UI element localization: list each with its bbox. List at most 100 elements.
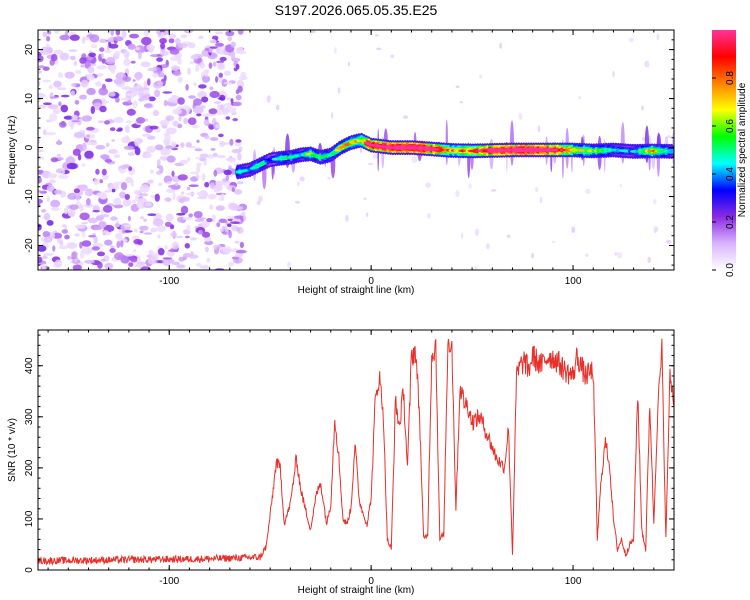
noise-blob xyxy=(166,188,176,193)
noise-blob xyxy=(204,135,210,140)
noise-blob xyxy=(193,82,197,86)
noise-blob xyxy=(139,193,149,197)
heatmap-y-tick-label: -10 xyxy=(24,189,35,204)
noise-blob xyxy=(100,258,106,262)
noise-blob xyxy=(240,71,247,78)
noise-blob xyxy=(231,224,239,232)
noise-blob xyxy=(363,197,367,200)
noise-blob xyxy=(119,191,127,199)
noise-blob xyxy=(187,117,197,125)
noise-blob xyxy=(183,117,189,125)
noise-blob xyxy=(123,224,131,228)
noise-blob xyxy=(86,126,95,131)
noise-blob xyxy=(87,217,98,224)
noise-blob xyxy=(531,252,534,259)
noise-blob xyxy=(105,78,113,82)
noise-blob xyxy=(191,125,199,129)
noise-blob xyxy=(134,194,139,202)
noise-blob xyxy=(490,189,497,192)
noise-blob xyxy=(140,61,151,68)
noise-blob xyxy=(218,218,228,223)
noise-blob xyxy=(63,115,74,120)
noise-blob xyxy=(87,66,95,74)
noise-blob xyxy=(199,265,211,269)
noise-blob xyxy=(104,159,113,163)
noise-blob xyxy=(46,195,50,203)
ridge-layers xyxy=(235,132,674,180)
noise-blob xyxy=(208,62,213,69)
noise-blob xyxy=(38,92,46,99)
noise-blob xyxy=(197,230,204,235)
noise-blob xyxy=(38,137,41,145)
noise-blob xyxy=(111,188,116,193)
noise-blob xyxy=(38,153,40,157)
noise-blob xyxy=(196,262,202,267)
noise-blob xyxy=(209,204,214,210)
noise-blob xyxy=(187,42,196,49)
noise-blob xyxy=(97,251,105,257)
snr-x-tick-label: 100 xyxy=(565,576,582,587)
noise-blob xyxy=(168,33,177,39)
noise-blob xyxy=(58,72,63,79)
snr-x-tick-label: -100 xyxy=(159,576,179,587)
noise-blob xyxy=(455,190,460,197)
noise-blob xyxy=(171,241,179,250)
noise-blob xyxy=(66,162,78,170)
noise-blob xyxy=(653,229,657,234)
noise-blob xyxy=(218,91,226,95)
noise-blob xyxy=(506,234,511,239)
noise-blob xyxy=(105,57,116,65)
noise-blob xyxy=(209,39,217,44)
noise-blob xyxy=(67,211,74,217)
noise-blob xyxy=(159,165,164,174)
noise-blob xyxy=(38,104,47,109)
noise-blob xyxy=(237,30,244,35)
noise-blob xyxy=(102,230,110,235)
noise-blob xyxy=(180,191,185,195)
heatmap-x-axis-label: Height of straight line (km) xyxy=(298,285,415,296)
noise-blob xyxy=(110,65,116,74)
noise-blob xyxy=(93,235,98,244)
noise-blob xyxy=(474,265,478,270)
noise-blob xyxy=(184,243,190,249)
noise-blob xyxy=(241,211,246,215)
colorbar-tick-label: 0.8 xyxy=(725,71,736,85)
colorbar-label: Normalized spectral amplitude xyxy=(737,82,748,217)
noise-blob xyxy=(156,214,162,218)
noise-blob xyxy=(182,216,192,221)
noise-blob xyxy=(149,169,154,174)
noise-blob xyxy=(209,86,214,91)
noise-blob xyxy=(99,47,105,52)
noise-blob xyxy=(57,157,64,161)
noise-blob xyxy=(73,131,85,139)
noise-blob xyxy=(619,183,622,188)
noise-blob xyxy=(143,232,153,235)
noise-blob xyxy=(48,85,53,90)
noise-blob xyxy=(195,64,200,72)
noise-blob xyxy=(46,185,55,192)
noise-blob xyxy=(121,226,125,235)
noise-blob xyxy=(614,252,618,256)
noise-blob xyxy=(198,35,204,40)
noise-blob xyxy=(139,230,144,234)
noise-blob xyxy=(122,198,132,207)
noise-blob xyxy=(216,154,227,159)
noise-blob xyxy=(156,225,166,232)
noise-blob xyxy=(71,83,77,87)
noise-blob xyxy=(128,262,134,267)
noise-blob xyxy=(337,87,341,94)
noise-blob xyxy=(86,87,96,96)
noise-blob xyxy=(486,243,490,250)
noise-blob xyxy=(70,123,74,130)
noise-blob xyxy=(114,223,121,228)
noise-blob xyxy=(132,79,136,82)
noise-blob xyxy=(233,189,243,195)
noise-blob xyxy=(571,226,576,233)
noise-blob xyxy=(196,139,200,143)
noise-blob xyxy=(310,30,316,34)
noise-blob xyxy=(53,80,62,88)
noise-blob xyxy=(177,57,182,65)
noise-blob xyxy=(129,33,140,39)
noise-blob xyxy=(49,113,58,122)
